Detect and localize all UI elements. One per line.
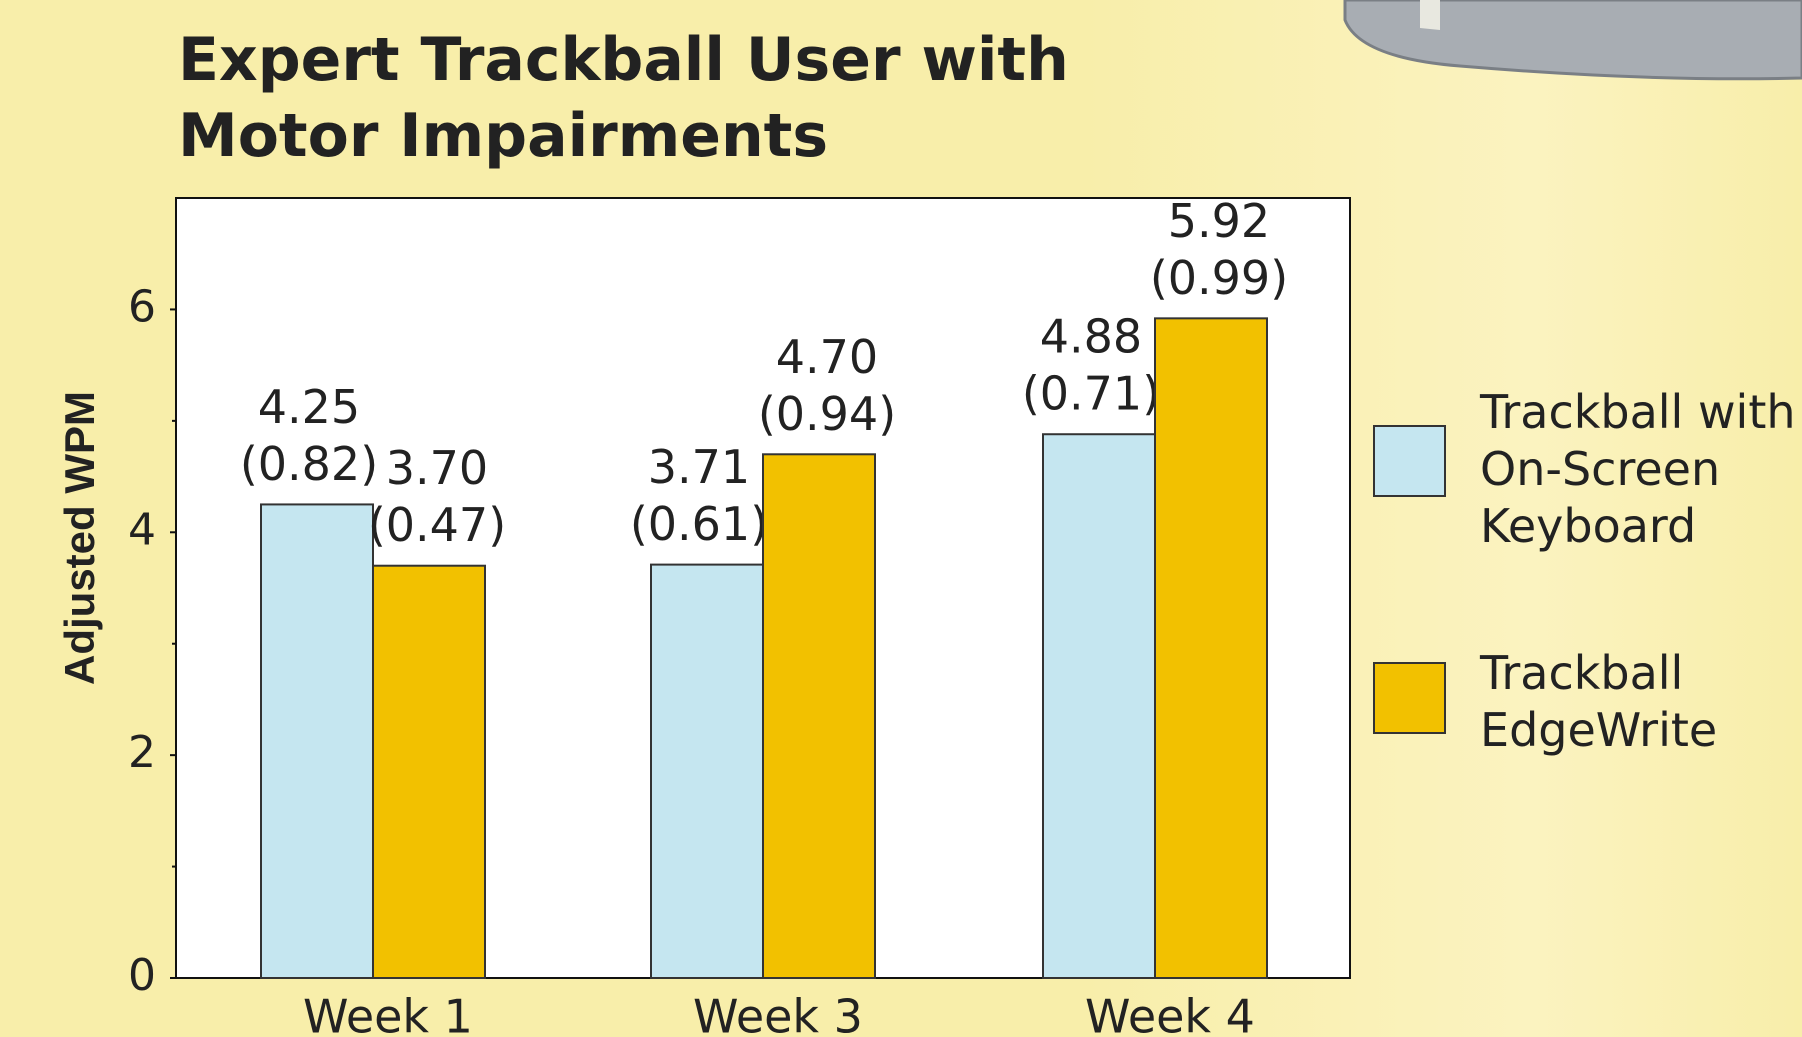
y-tick-label: 0 xyxy=(128,950,156,1001)
legend-swatch xyxy=(1373,425,1446,497)
decor-device xyxy=(1343,0,1802,81)
x-tick-label: Week 1 xyxy=(303,990,473,1037)
value-label: 4.88 xyxy=(1040,310,1142,364)
sd-label: (0.61) xyxy=(630,497,768,551)
legend-label: Trackball with On-Screen Keyboard xyxy=(1480,385,1796,553)
value-label: 4.25 xyxy=(258,380,360,434)
sd-label: (0.71) xyxy=(1022,367,1160,421)
legend-label: Trackball EdgeWrite xyxy=(1480,646,1718,757)
bar xyxy=(762,453,876,979)
chart-title: Expert Trackball User with Motor Impairm… xyxy=(178,25,1069,171)
x-tick-label: Week 3 xyxy=(693,990,863,1037)
bar xyxy=(372,564,486,979)
value-label: 3.70 xyxy=(386,441,488,495)
sd-label: (0.99) xyxy=(1150,251,1288,305)
value-label: 3.71 xyxy=(648,440,750,494)
y-tick-label: 6 xyxy=(128,281,156,332)
bar xyxy=(1154,317,1268,980)
decor-highlight xyxy=(1420,0,1440,30)
value-label: 5.92 xyxy=(1168,194,1270,248)
sd-label: (0.47) xyxy=(368,498,506,552)
sd-label: (0.94) xyxy=(758,387,896,441)
value-label: 4.70 xyxy=(776,330,878,384)
x-tick-label: Week 4 xyxy=(1085,990,1255,1037)
y-tick-label: 2 xyxy=(128,727,156,778)
bar xyxy=(650,563,764,979)
legend-swatch xyxy=(1373,662,1446,734)
y-tick-label: 4 xyxy=(128,504,156,555)
y-axis-label: Adjusted WPM xyxy=(56,391,103,685)
bar xyxy=(1042,433,1156,979)
bar xyxy=(260,503,374,979)
sd-label: (0.82) xyxy=(240,437,378,491)
